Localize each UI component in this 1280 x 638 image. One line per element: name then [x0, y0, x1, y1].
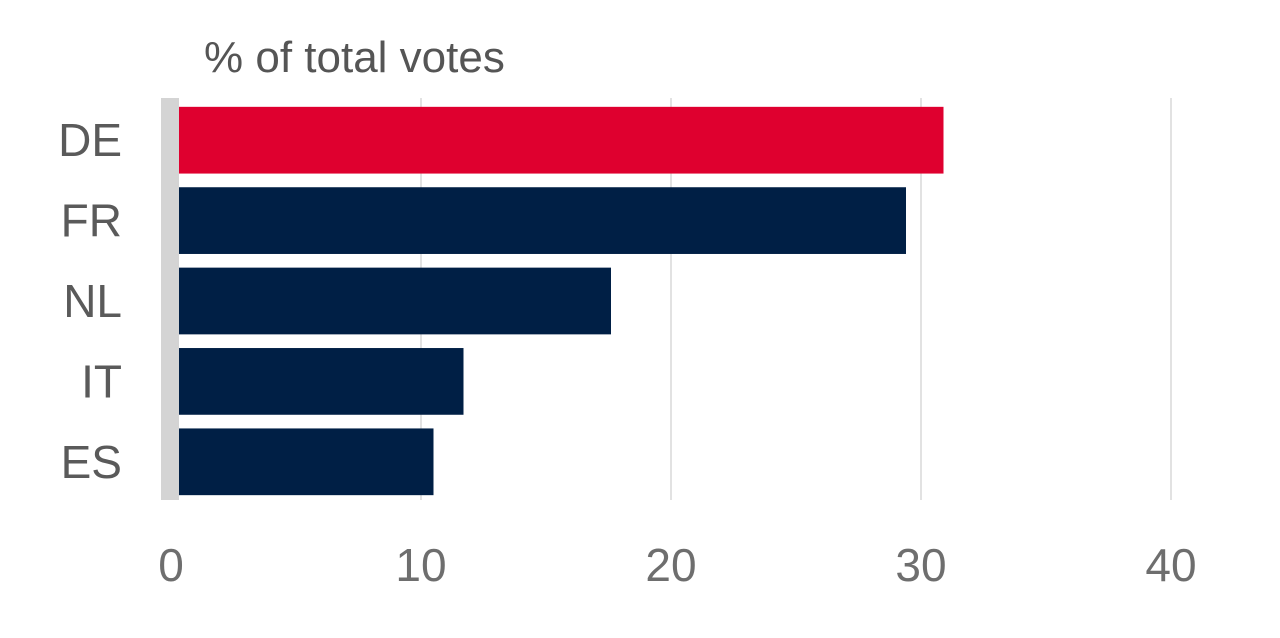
category-label-fr: FR — [61, 195, 122, 247]
category-label-it: IT — [81, 355, 122, 407]
x-tick-label-20: 20 — [645, 539, 696, 591]
bar-nl — [179, 267, 611, 335]
category-label-de: DE — [58, 114, 122, 166]
bar-es — [179, 428, 434, 496]
x-tick-label-30: 30 — [895, 539, 946, 591]
bar-fr — [179, 187, 906, 254]
x-tick-labels: 0 10 20 30 40 — [158, 539, 1196, 591]
x-tick-label-10: 10 — [395, 539, 446, 591]
category-label-nl: NL — [63, 275, 122, 327]
chart-title: % of total votes — [204, 33, 505, 82]
category-labels: DE FR NL IT ES — [58, 114, 122, 488]
y-axis-line — [161, 98, 179, 500]
bars — [179, 106, 944, 496]
bar-de — [179, 106, 944, 174]
x-tick-label-0: 0 — [158, 539, 184, 591]
x-tick-label-40: 40 — [1145, 539, 1196, 591]
category-label-es: ES — [61, 436, 122, 488]
bar-it — [179, 348, 464, 415]
